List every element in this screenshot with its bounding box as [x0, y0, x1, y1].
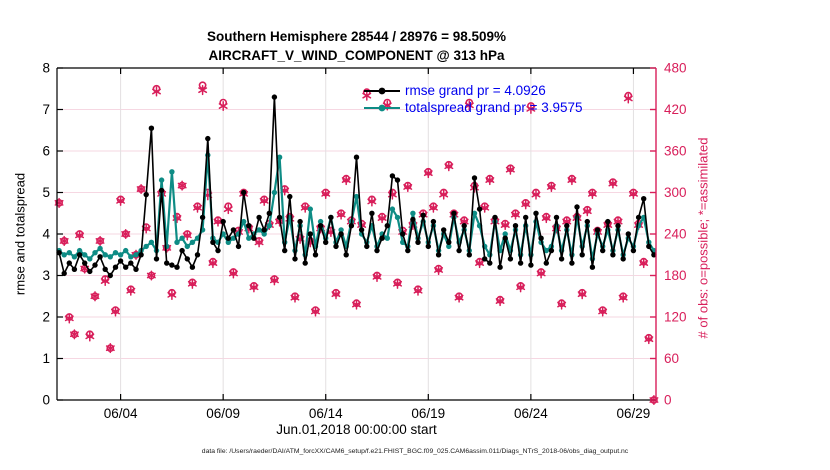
svg-text:2: 2: [42, 310, 50, 325]
legend: rmse grand pr = 4.0926 totalspread grand…: [364, 82, 583, 116]
svg-text:360: 360: [664, 144, 687, 159]
svg-text:5: 5: [42, 185, 50, 200]
svg-text:0: 0: [664, 393, 672, 408]
legend-swatch-totalspread-icon: [364, 104, 400, 111]
svg-text:06/19: 06/19: [411, 406, 445, 421]
chart-title-line2: AIRCRAFT_V_WIND_COMPONENT @ 313 hPa: [208, 48, 505, 63]
legend-label-totalspread: totalspread grand pr = 3.9575: [405, 100, 583, 115]
svg-text:6: 6: [42, 144, 50, 159]
svg-text:180: 180: [664, 268, 687, 283]
legend-swatch-rmse-icon: [364, 87, 400, 94]
data-file-path: data file: /Users/raeder/DAI/ATM_forcXX/…: [201, 448, 629, 455]
svg-text:06/14: 06/14: [309, 406, 343, 421]
svg-text:240: 240: [664, 227, 687, 242]
svg-text:06/24: 06/24: [514, 406, 548, 421]
svg-text:3: 3: [42, 268, 50, 283]
svg-text:06/29: 06/29: [617, 406, 651, 421]
x-axis-label: Jun.01,2018 00:00:00 start: [276, 422, 437, 437]
svg-text:480: 480: [664, 61, 687, 76]
svg-text:4: 4: [42, 227, 50, 242]
svg-text:420: 420: [664, 102, 687, 117]
chart-title-line1: Southern Hemisphere 28544 / 28976 = 98.5…: [206, 29, 507, 44]
y-axis-label-right: # of obs: o=possible; *=assimilated: [695, 137, 711, 339]
svg-text:8: 8: [42, 61, 50, 76]
legend-item-rmse: rmse grand pr = 4.0926: [364, 82, 583, 99]
svg-text:1: 1: [42, 351, 50, 366]
svg-text:120: 120: [664, 310, 687, 325]
y-axis-label-left: rmse and totalspread: [12, 172, 28, 296]
svg-text:300: 300: [664, 185, 687, 200]
legend-item-totalspread: totalspread grand pr = 3.9575: [364, 99, 583, 116]
svg-text:0: 0: [42, 393, 50, 408]
svg-text:60: 60: [664, 351, 679, 366]
svg-text:06/09: 06/09: [206, 406, 240, 421]
svg-text:06/04: 06/04: [104, 406, 138, 421]
svg-text:7: 7: [42, 102, 50, 117]
legend-label-rmse: rmse grand pr = 4.0926: [405, 83, 546, 98]
